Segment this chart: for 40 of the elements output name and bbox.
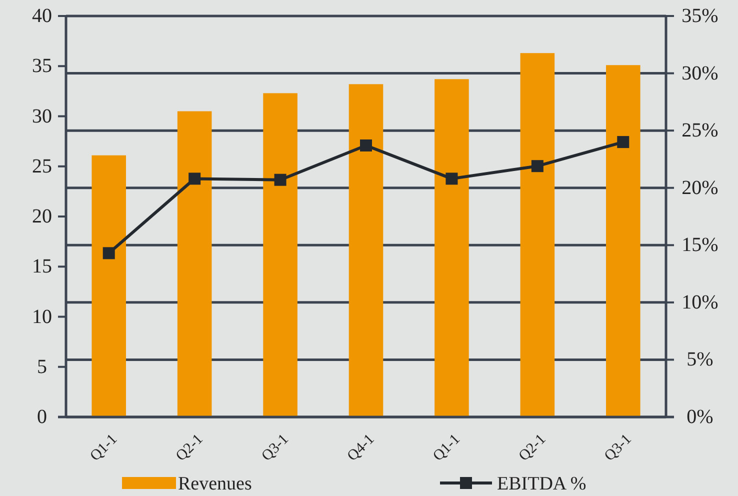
y2-tick-label: 15% bbox=[682, 234, 718, 256]
bar bbox=[92, 155, 126, 417]
bar bbox=[348, 84, 384, 417]
y-tick-label: 15 bbox=[32, 256, 52, 278]
x-tick-label: Q1-1 bbox=[87, 431, 121, 464]
x-tick-label: Q1-1 bbox=[430, 431, 464, 464]
point bbox=[446, 172, 458, 185]
bar bbox=[434, 79, 469, 417]
x-tick-label: Q2-1 bbox=[516, 431, 550, 464]
y-tick-label: 0 bbox=[37, 406, 47, 428]
bar bbox=[263, 93, 298, 417]
y2-tick-label: 35% bbox=[682, 5, 718, 27]
point bbox=[360, 139, 372, 152]
y-tick-label: 10 bbox=[32, 306, 52, 328]
bar bbox=[606, 65, 640, 417]
bar bbox=[520, 53, 555, 417]
x-tick-label: Q3-1 bbox=[258, 431, 292, 464]
x-tick-label: Q3-1 bbox=[602, 431, 635, 464]
point bbox=[188, 172, 201, 185]
y2-tick-label: 30% bbox=[682, 62, 718, 84]
bar bbox=[177, 111, 212, 417]
y-tick-label: 30 bbox=[32, 105, 52, 128]
y2-tick-label: 0% bbox=[686, 406, 714, 428]
point bbox=[617, 136, 630, 148]
y-tick-label: 5 bbox=[37, 356, 47, 378]
y2-tick-label: 10% bbox=[682, 291, 718, 314]
y2-tick-label: 5% bbox=[686, 348, 714, 371]
legend-label: EBITDA % bbox=[497, 474, 586, 494]
point bbox=[531, 160, 544, 172]
y-tick-label: 25 bbox=[32, 155, 52, 178]
point bbox=[274, 174, 286, 186]
y2-tick-label: 20% bbox=[682, 176, 718, 199]
x-tick-label: Q2-1 bbox=[173, 431, 206, 464]
y-tick-label: 35 bbox=[32, 55, 52, 78]
point bbox=[102, 247, 115, 260]
x-tick-label: Q4-1 bbox=[344, 431, 378, 464]
y-tick-label: 40 bbox=[32, 5, 52, 27]
y-tick-label: 20 bbox=[32, 206, 52, 228]
y2-tick-label: 25% bbox=[682, 120, 718, 142]
legend-label: Revenues bbox=[178, 474, 252, 494]
